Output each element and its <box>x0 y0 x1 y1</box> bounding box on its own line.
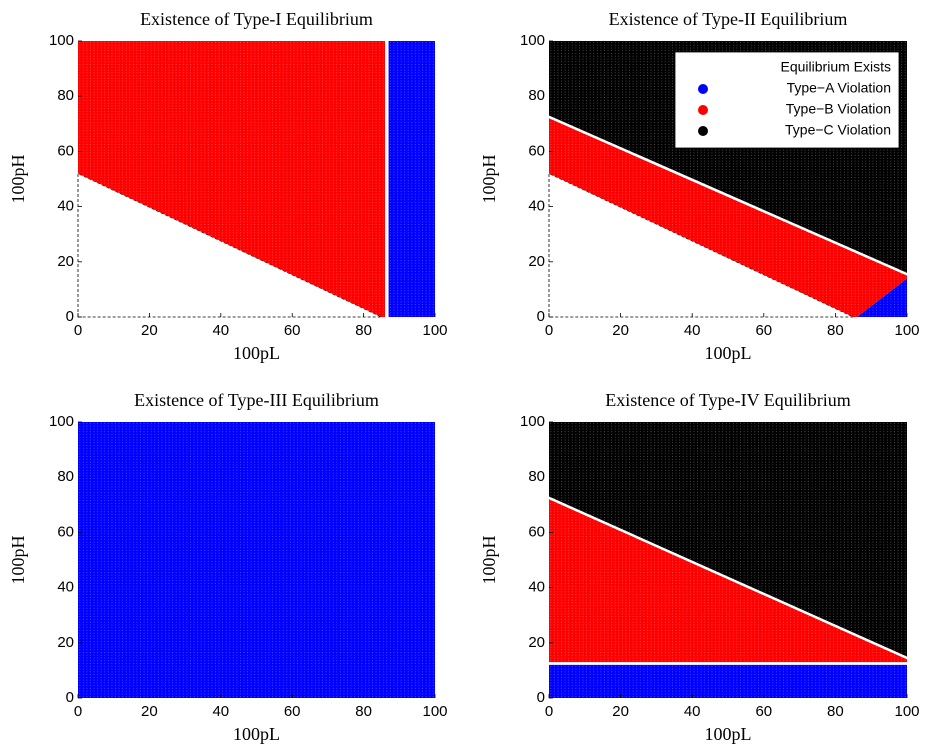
legend-marker <box>698 105 708 115</box>
x-tick-label: 0 <box>545 703 553 720</box>
y-tick-label: 0 <box>66 308 74 325</box>
region <box>388 41 435 317</box>
y-axis-label: 100pH <box>479 536 499 585</box>
y-tick-label: 40 <box>57 198 74 215</box>
x-tick-label: 40 <box>684 322 701 339</box>
x-tick-label: 80 <box>355 322 372 339</box>
y-tick-label: 80 <box>57 468 74 485</box>
x-tick-label: 20 <box>141 322 158 339</box>
chart-title: Existence of Type-I Equilibrium <box>140 9 373 29</box>
legend-label: Type−B Violation <box>786 101 891 117</box>
legend-label: Type−C Violation <box>785 122 891 138</box>
y-tick-label: 80 <box>528 468 545 485</box>
y-tick-label: 0 <box>537 689 545 706</box>
x-tick-label: 20 <box>612 322 629 339</box>
legend-marker <box>698 126 708 136</box>
y-axis-label: 100pH <box>8 155 28 204</box>
y-tick-label: 60 <box>528 142 545 159</box>
y-tick-label: 100 <box>520 413 545 430</box>
x-tick-label: 60 <box>284 322 301 339</box>
y-axis-label: 100pH <box>8 536 28 585</box>
chart-title: Existence of Type-II Equilibrium <box>609 9 848 29</box>
x-axis-label: 100pL <box>705 724 752 744</box>
y-tick-label: 20 <box>57 253 74 270</box>
y-tick-label: 20 <box>528 253 545 270</box>
region <box>549 422 907 657</box>
x-tick-label: 60 <box>755 322 772 339</box>
region <box>549 118 907 317</box>
y-axis-label: 100pH <box>479 155 499 204</box>
y-tick-label: 100 <box>520 32 545 49</box>
x-tick-label: 40 <box>212 322 229 339</box>
legend-label: Equilibrium Exists <box>781 59 891 75</box>
x-tick-label: 80 <box>827 703 844 720</box>
x-tick-label: 100 <box>894 322 919 339</box>
x-tick-label: 0 <box>74 703 82 720</box>
y-tick-label: 40 <box>57 579 74 596</box>
x-tick-label: 100 <box>894 703 919 720</box>
y-tick-label: 60 <box>57 523 74 540</box>
region <box>78 41 386 317</box>
y-tick-label: 100 <box>49 413 74 430</box>
y-tick-label: 40 <box>528 198 545 215</box>
x-tick-label: 0 <box>74 322 82 339</box>
y-tick-label: 60 <box>528 523 545 540</box>
x-tick-label: 60 <box>755 703 772 720</box>
y-tick-label: 80 <box>528 87 545 104</box>
y-tick-label: 20 <box>57 634 74 651</box>
chart-title: Existence of Type-IV Equilibrium <box>605 390 851 410</box>
region <box>549 499 907 663</box>
legend-label: Type−A Violation <box>787 80 891 96</box>
region <box>549 664 907 698</box>
x-tick-label: 100 <box>422 703 447 720</box>
x-axis-label: 100pL <box>233 343 280 363</box>
y-tick-label: 40 <box>528 579 545 596</box>
x-tick-label: 100 <box>422 322 447 339</box>
legend-marker <box>698 84 708 94</box>
y-tick-label: 80 <box>57 87 74 104</box>
x-tick-label: 60 <box>284 703 301 720</box>
y-tick-label: 100 <box>49 32 74 49</box>
x-tick-label: 40 <box>684 703 701 720</box>
x-tick-label: 40 <box>212 703 229 720</box>
x-tick-label: 20 <box>612 703 629 720</box>
x-tick-label: 80 <box>827 322 844 339</box>
x-tick-label: 80 <box>355 703 372 720</box>
chart-title: Existence of Type-III Equilibrium <box>134 390 379 410</box>
y-tick-label: 20 <box>528 634 545 651</box>
y-tick-label: 0 <box>66 689 74 706</box>
x-tick-label: 0 <box>545 322 553 339</box>
legend-marker <box>698 63 708 73</box>
x-axis-label: 100pL <box>705 343 752 363</box>
legend-box <box>674 51 900 149</box>
x-axis-label: 100pL <box>233 724 280 744</box>
x-tick-label: 20 <box>141 703 158 720</box>
y-tick-label: 0 <box>537 308 545 325</box>
y-tick-label: 60 <box>57 142 74 159</box>
region <box>78 422 435 698</box>
